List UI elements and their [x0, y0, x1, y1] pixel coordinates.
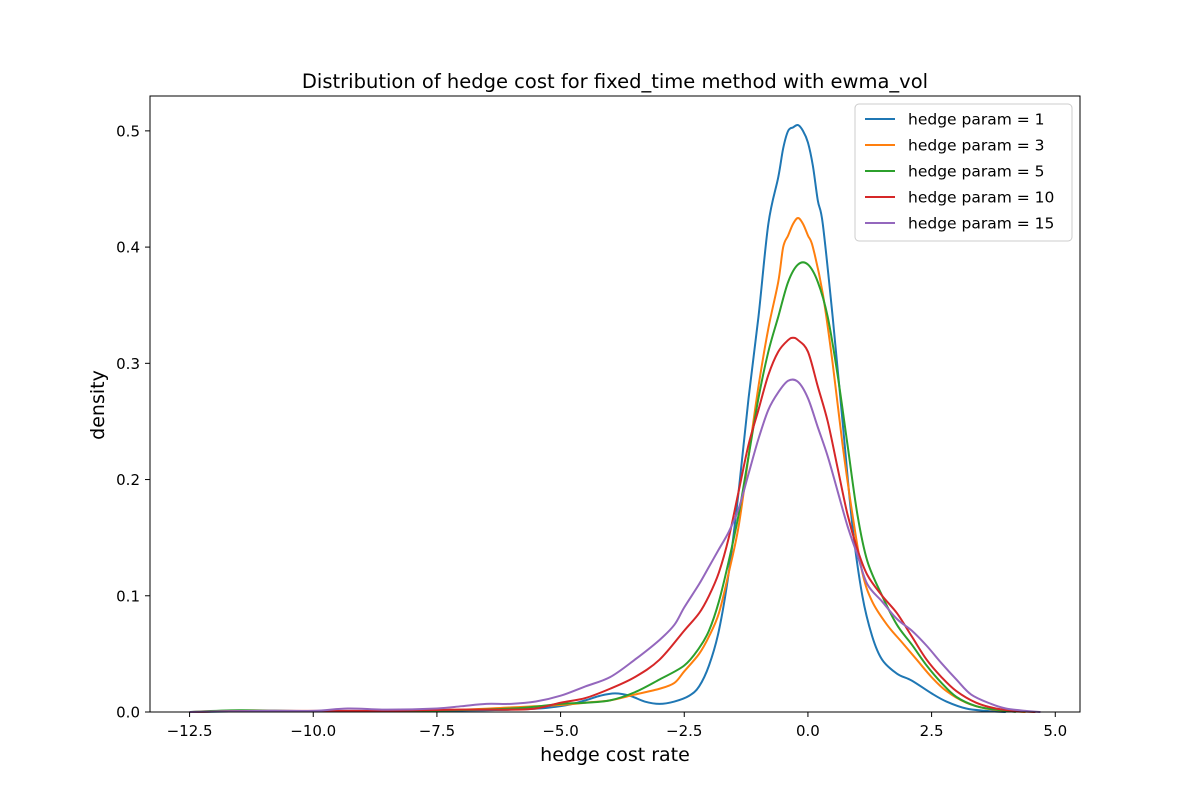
series-line-3 [189, 261, 1016, 713]
y-tick-label: 0.2 [116, 471, 140, 489]
x-tick-label: 5.0 [1043, 722, 1067, 740]
y-axis-label: density [87, 370, 109, 440]
x-tick-label: −2.5 [666, 722, 702, 740]
x-tick-label: −7.5 [419, 722, 455, 740]
y-tick-label: 0.4 [116, 239, 140, 257]
y-tick-label: 0.1 [116, 587, 140, 605]
legend-label-3: hedge param = 5 [908, 163, 1045, 181]
x-axis-ticks: −12.5 −10.0 −7.5 −5.0 −2.5 0.0 2.5 5.0 [167, 712, 1067, 740]
series-line-5 [189, 378, 1041, 713]
legend-label-1: hedge param = 1 [908, 111, 1045, 129]
x-tick-label: 0.0 [796, 722, 820, 740]
y-tick-label: 0.0 [116, 704, 140, 722]
series-lines [189, 123, 1041, 713]
y-tick-label: 0.5 [116, 122, 140, 140]
legend-box [854, 103, 1073, 242]
legend-label-2: hedge param = 3 [908, 137, 1045, 155]
plot-area [149, 95, 1081, 713]
x-tick-label: −5.0 [542, 722, 578, 740]
legend-label-4: hedge param = 10 [908, 189, 1054, 207]
y-axis-ticks: 0.0 0.1 0.2 0.3 0.4 0.5 [116, 122, 150, 722]
chart-title: Distribution of hedge cost for fixed_tim… [302, 70, 928, 93]
series-line-1 [189, 123, 1006, 713]
legend: hedge param = 1 hedge param = 3 hedge para… [854, 103, 1073, 242]
axes-frame [149, 95, 1081, 713]
series-line-4 [189, 336, 1036, 713]
x-tick-label: −10.0 [290, 722, 336, 740]
x-tick-label: 2.5 [920, 722, 944, 740]
y-tick-label: 0.3 [116, 355, 140, 373]
x-axis-label: hedge cost rate [540, 744, 690, 766]
x-tick-label: −12.5 [167, 722, 213, 740]
legend-label-5: hedge param = 15 [908, 215, 1054, 233]
